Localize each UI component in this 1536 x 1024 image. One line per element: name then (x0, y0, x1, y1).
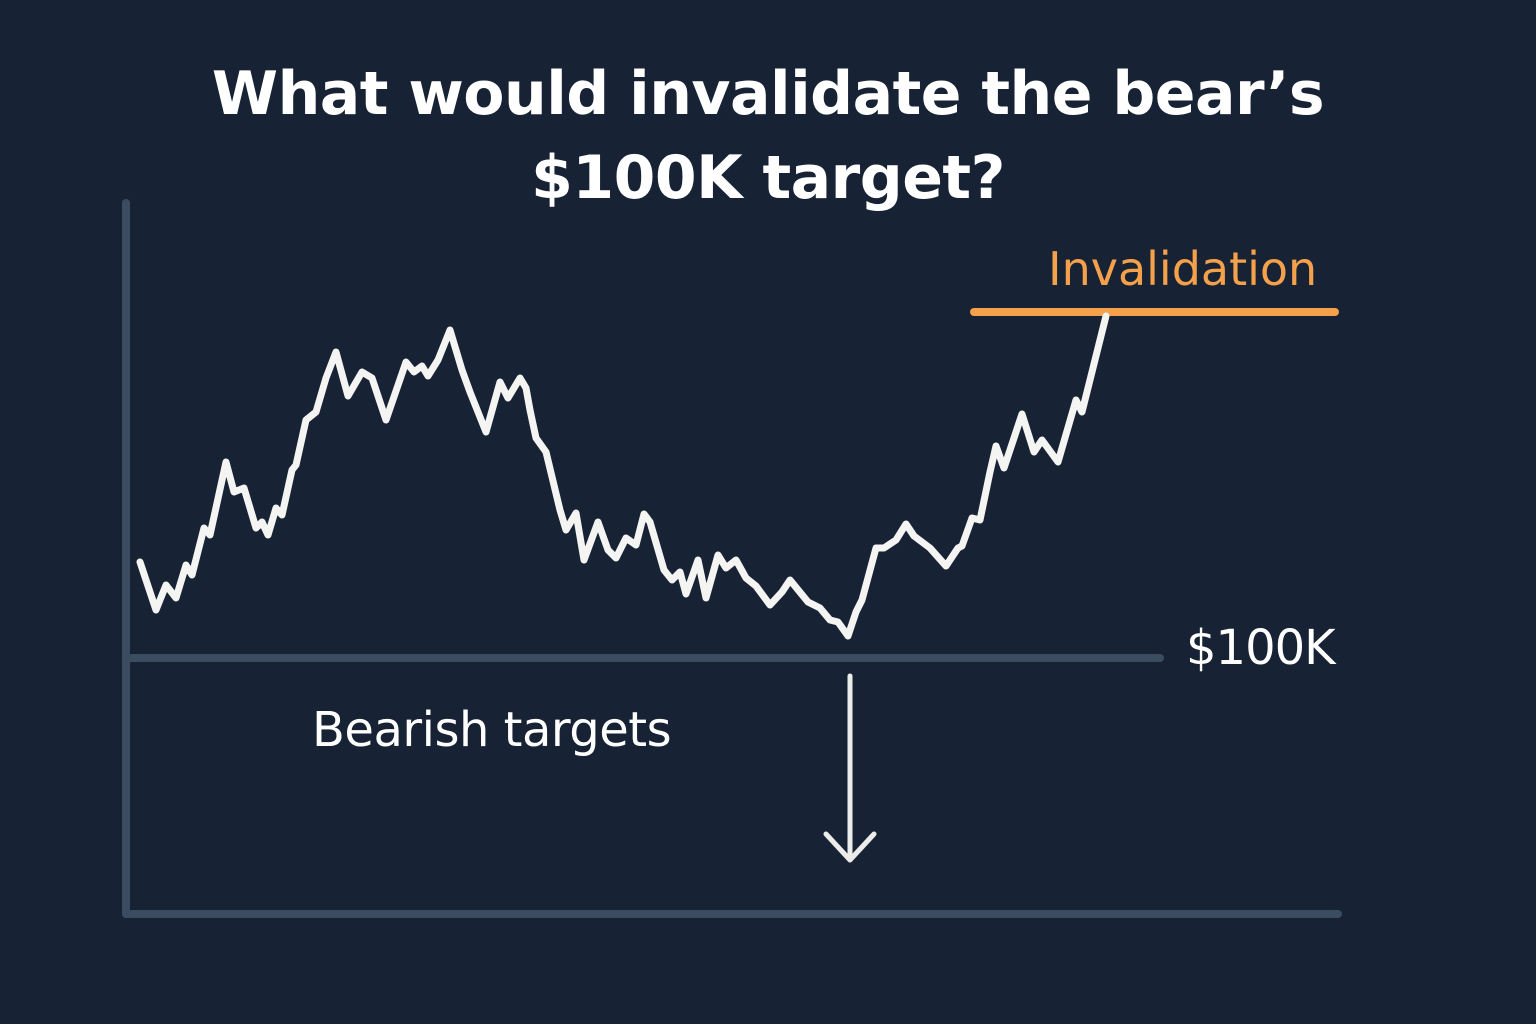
chart-title: What would invalidate the bear’s $100K t… (0, 52, 1536, 220)
chart-title-line-2: $100K target? (531, 143, 1005, 213)
bearish-targets-label: Bearish targets (312, 702, 672, 758)
invalidation-label: Invalidation (1048, 242, 1318, 296)
down-arrow-icon (823, 673, 877, 863)
chart-title-line-1: What would invalidate the bear’s (211, 59, 1325, 129)
support-level-label: $100K (1186, 620, 1336, 676)
price-line (136, 312, 1110, 640)
